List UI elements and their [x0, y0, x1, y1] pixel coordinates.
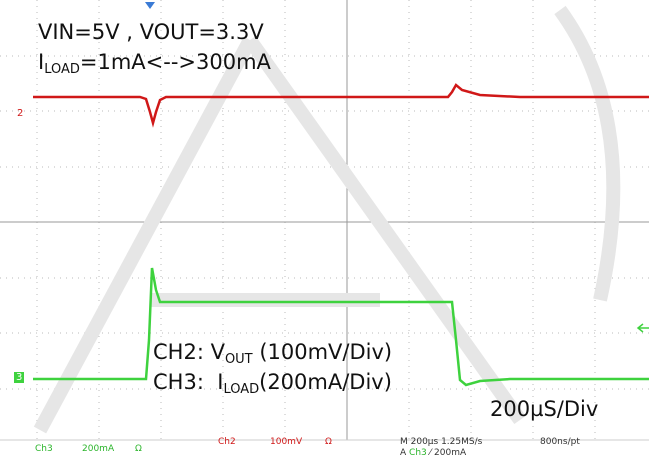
text: =1mA<-->300mA [80, 50, 271, 74]
text: CH3: I [153, 370, 223, 394]
ch2-trace [33, 85, 649, 123]
text: Ch3 [409, 448, 427, 458]
status-ch3-imp: Ω [135, 444, 142, 454]
text: CH2: V [153, 340, 225, 364]
trigger-position [145, 2, 155, 9]
text: 200mA [434, 448, 466, 458]
ch2-marker: 2 [17, 108, 23, 119]
status-ch2: Ch2 [218, 437, 236, 447]
scope-screen: VIN=5V , VOUT=3.3V ILOAD=1mA<-->300mA 2 … [0, 0, 649, 461]
legend-ch2: CH2: VOUT (100mV/Div) [153, 340, 392, 367]
text: A [400, 448, 406, 458]
text: (200mA/Div) [259, 370, 392, 394]
timebase: 200µS/Div [490, 397, 598, 421]
text: (100mV/Div) [253, 340, 392, 364]
ch3-marker: 3 [14, 372, 24, 383]
subscript: OUT [225, 352, 253, 367]
legend-ch3: CH3: ILOAD(200mA/Div) [153, 370, 392, 397]
trigger-level [638, 324, 649, 332]
status-record: 800ns/pt [540, 437, 580, 447]
status-ch3-scale: 200mA [82, 444, 114, 454]
header-line1: VIN=5V , VOUT=3.3V [38, 20, 264, 44]
text: ⁄ [430, 448, 432, 458]
status-horizontal: M 200µs 1.25MS/s [400, 437, 482, 447]
status-ch2-imp: Ω [325, 437, 332, 447]
subscript: LOAD [44, 62, 80, 77]
header-line2: ILOAD=1mA<-->300mA [38, 50, 271, 77]
status-trigger: A Ch3 ⁄ 200mA [400, 448, 466, 458]
status-ch3: Ch3 [35, 444, 53, 454]
subscript: LOAD [223, 382, 259, 397]
status-ch2-scale: 100mV [270, 437, 302, 447]
